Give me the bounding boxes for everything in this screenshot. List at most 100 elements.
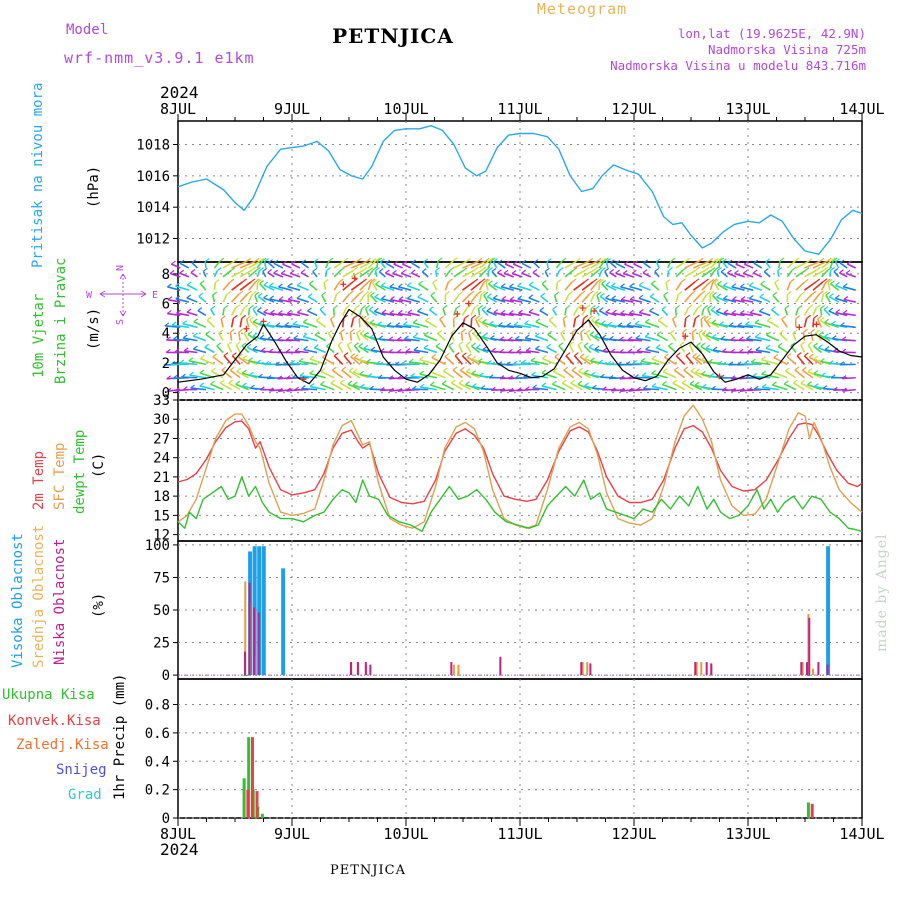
wind-arrow (204, 346, 215, 354)
wind-arrow-head (410, 372, 416, 377)
wind-arrow (772, 384, 788, 391)
wind-arrow (364, 320, 378, 328)
wind-arrow-head (435, 342, 441, 347)
wind-arrow (442, 308, 447, 316)
wind-arrow-head (524, 334, 530, 339)
wind-arrow (210, 383, 224, 391)
wind-arrow (675, 355, 686, 365)
wind-arrow (697, 332, 703, 341)
wind-arrow-head (823, 305, 829, 310)
wind-arrow (269, 298, 284, 303)
wind-arrow-head (580, 328, 586, 333)
wind-arrow (472, 332, 481, 342)
wind-arrow (735, 263, 745, 269)
wind-arrow (729, 324, 745, 329)
wind-arrow-head (396, 336, 402, 341)
wind-arrow-head (313, 344, 319, 349)
wind-arrow (239, 269, 253, 278)
wind-arrow (303, 321, 318, 329)
wind-arrow (784, 370, 797, 379)
wind-arrow-head (238, 290, 244, 295)
wind-arrow-head (711, 385, 716, 390)
wind-arrow-head (814, 329, 820, 334)
wind-arrow (656, 334, 669, 342)
wind-arrow-head (578, 367, 584, 372)
wind-arrow (761, 373, 779, 379)
cloud-unit: (%) (91, 593, 107, 618)
wind-arrow (327, 332, 335, 342)
wind-arrow (620, 286, 634, 291)
wind-arrow-head (241, 342, 247, 347)
wind-arrow-head (544, 267, 550, 272)
precip-snow-label: Snijeg (56, 762, 107, 778)
wind-arrow-head (521, 269, 527, 274)
wind-arrow-head (247, 330, 253, 335)
wind-arrow-head (335, 290, 341, 295)
wind-arrow (752, 375, 771, 379)
temp-dew-label: dewpt Temp (72, 430, 88, 514)
wind-unit: (m/s) (86, 308, 102, 350)
wind-arrow (503, 272, 515, 278)
cloud-bar (826, 664, 829, 676)
wind-arrow-head (705, 331, 711, 336)
wind-arrow-head (509, 296, 515, 301)
wind-arrow (716, 270, 720, 278)
wind-arrow-head (530, 357, 536, 362)
wind-arrow (675, 294, 680, 303)
wind-arrow-head (322, 353, 327, 358)
wind-arrow-head (593, 290, 599, 295)
wind-arrow (404, 338, 420, 342)
wind-arrow-head (512, 360, 518, 365)
wind-arrow (478, 281, 485, 291)
cloud-low-label: Niska Oblacnost (52, 539, 68, 665)
wind-arrow (189, 374, 207, 379)
wind-arrow-head (259, 334, 265, 339)
precip-conv-label: Konvek.Kisa (8, 713, 101, 729)
wind-arrow-head (331, 366, 337, 371)
wind-arrow-head (570, 379, 576, 384)
wind-arrow (819, 319, 831, 328)
wind-arrow (812, 307, 818, 316)
wind-arrow-head (367, 278, 373, 283)
wind-arrow (199, 282, 207, 291)
wind-arrow (309, 372, 326, 379)
wind-arrow (273, 262, 284, 269)
wind-arrow-head (638, 309, 644, 313)
wind-arrow-head (761, 383, 767, 388)
wind-arrow (483, 294, 489, 303)
wind-arrow-head (819, 316, 825, 321)
wind-arrow (570, 382, 583, 391)
y-tick-label: 2 (162, 356, 170, 372)
wind-arrow-head (269, 295, 275, 300)
y-tick-label: 0.4 (145, 754, 170, 770)
wind-arrow (842, 388, 856, 392)
wind-arrow-head (721, 348, 727, 353)
wind-arrow (342, 307, 347, 316)
wind-arrow-head (210, 305, 216, 310)
wind-arrow-head (371, 258, 377, 263)
wind-arrow-head (787, 290, 792, 295)
cloud-bar (243, 675, 248, 677)
y-tick-label: 1018 (136, 138, 170, 154)
wind-arrow (389, 286, 403, 291)
wind-arrow (236, 370, 250, 379)
wind-arrow-head (362, 278, 367, 283)
wind-arrow-head (617, 322, 623, 327)
wind-arrow-head (411, 259, 417, 264)
wind-arrow-head (635, 335, 641, 339)
wind-arrow (339, 382, 352, 391)
y-tick-label: 0.2 (145, 783, 170, 799)
wind-arrow-head (301, 259, 307, 264)
wind-arrow (270, 312, 284, 317)
compass-e: E (152, 290, 158, 301)
wind-arrow-head (190, 384, 196, 389)
wind-arrow-head (472, 329, 478, 334)
wind-arrow (709, 260, 719, 269)
wind-arrow-head (233, 314, 238, 319)
wind-arrow (347, 344, 353, 353)
wind-arrow-head (419, 370, 424, 375)
wind-arrow (807, 344, 814, 353)
wind-arrow (287, 298, 301, 303)
wind-arrow (829, 260, 834, 269)
wind-arrow-head (781, 315, 787, 320)
